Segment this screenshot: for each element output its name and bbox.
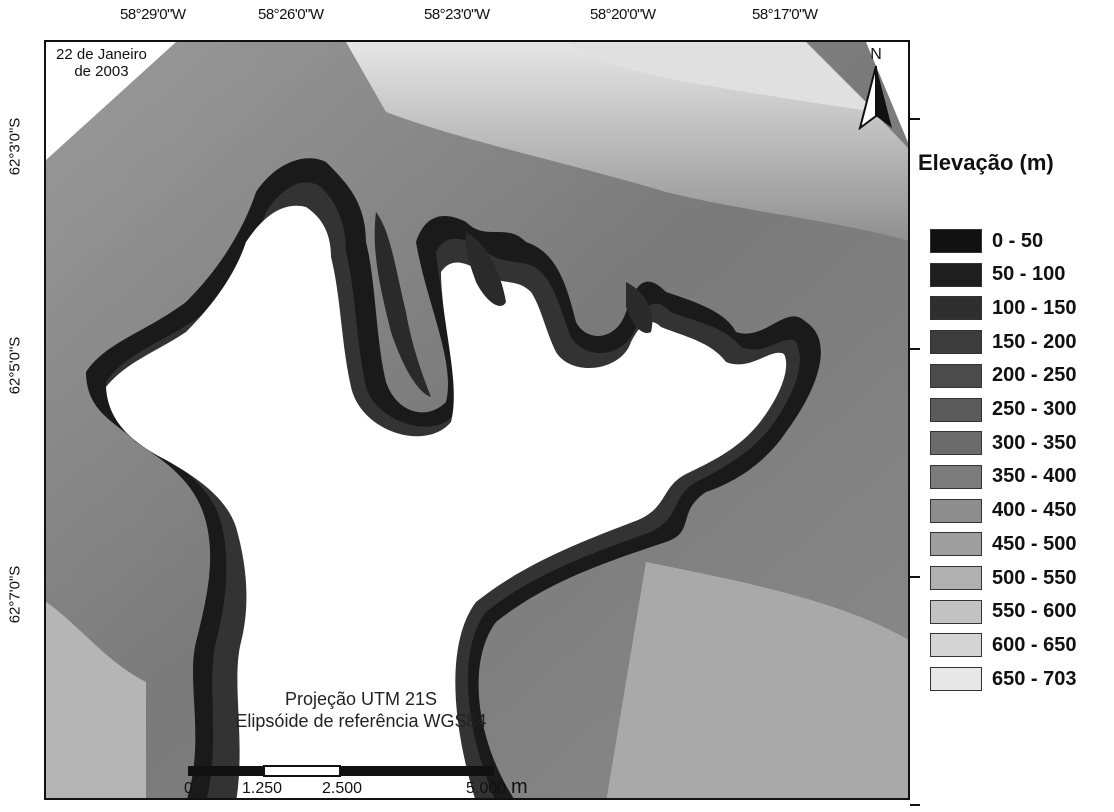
legend-swatch: [930, 296, 982, 321]
date-line-2: de 2003: [74, 63, 129, 80]
legend-swatch: [930, 262, 982, 287]
legend-label: 300 - 350: [992, 431, 1077, 454]
ridge-intrusion-2: [465, 232, 506, 306]
legend-swatch: [930, 498, 982, 523]
peak-area: [566, 42, 876, 112]
longitude-tick-4: 58°20'0"W: [590, 6, 656, 23]
longitude-tick-3: 58°23'0"W: [424, 6, 490, 23]
legend-swatch: [930, 431, 982, 456]
legend-label: 0 - 50: [992, 229, 1044, 252]
legend-item: 150 - 200: [930, 329, 1077, 355]
date-line-1: 22 de Janeiro: [56, 46, 147, 63]
legend-swatch: [930, 566, 982, 590]
legend-label: 500 - 550: [992, 566, 1077, 589]
elevation-map[interactable]: 22 de Janeiro de 2003 N Projeção UTM 21S…: [44, 40, 910, 800]
legend-swatch: [930, 667, 982, 692]
legend-item: 50 - 100: [930, 262, 1065, 288]
legend-label: 650 - 703: [992, 667, 1077, 690]
scale-label-0: 0: [184, 780, 193, 797]
legend-swatch: [930, 532, 982, 557]
legend-label: 200 - 250: [992, 364, 1077, 387]
ridge-intrusion-1: [374, 212, 431, 397]
legend-item: 250 - 300: [930, 397, 1077, 423]
legend-swatch: [930, 229, 982, 253]
legend-swatch: [930, 397, 982, 422]
longitude-tick-1: 58°29'0"W: [120, 6, 186, 23]
north-arrow: N: [856, 46, 896, 134]
projection-line-2: Elipsóide de referência WGS84: [235, 711, 487, 731]
right-tick-1: [910, 118, 920, 120]
latitude-tick-3: 62°7'0"S: [6, 565, 24, 624]
legend-item: 600 - 650: [930, 632, 1077, 658]
legend-label: 450 - 500: [992, 532, 1077, 555]
right-tick-4: [910, 804, 920, 806]
legend-item: 300 - 350: [930, 430, 1077, 456]
legend-item: 100 - 150: [930, 295, 1077, 321]
date-label: 22 de Janeiro de 2003: [56, 46, 147, 80]
legend-swatch: [930, 363, 982, 388]
scale-bar: 0 1.250 2.500 5.000 m: [184, 760, 536, 798]
longitude-tick-5: 58°17'0"W: [752, 6, 818, 23]
legend-title: Elevação (m): [918, 150, 1054, 175]
legend-item: 350 - 400: [930, 464, 1077, 490]
scale-unit: m: [511, 776, 528, 798]
legend-label: 100 - 150: [992, 296, 1077, 319]
legend-swatch: [930, 633, 982, 658]
legend-label: 600 - 650: [992, 633, 1077, 656]
legend-label: 150 - 200: [992, 330, 1077, 353]
scale-bar-graphic: [188, 765, 494, 777]
north-arrow-icon: [858, 65, 892, 131]
scale-label-5000: 5.000: [466, 780, 507, 797]
right-tick-2: [910, 348, 920, 350]
legend-swatch: [930, 464, 982, 489]
elevation-raster: [46, 42, 908, 798]
legend-label: 350 - 400: [992, 465, 1077, 488]
legend-label: 250 - 300: [992, 398, 1077, 420]
scale-label-2500: 2.500: [322, 780, 363, 797]
projection-info: Projeção UTM 21S Elipsóide de referência…: [196, 688, 526, 732]
projection-line-1: Projeção UTM 21S: [284, 689, 438, 709]
legend-item: 400 - 450: [930, 498, 1077, 524]
legend-item: 450 - 500: [930, 531, 1077, 557]
lower-left-ridge: [46, 602, 146, 798]
legend-label: 50 - 100: [992, 263, 1066, 286]
legend-swatch: [930, 330, 982, 355]
lower-right-ridge: [606, 562, 908, 798]
scale-label-1250: 1.250: [242, 780, 283, 797]
ridge-intrusion-3: [626, 282, 653, 333]
legend-label: 400 - 450: [992, 499, 1077, 522]
latitude-tick-2: 62°5'0"S: [6, 336, 24, 395]
legend-item: 650 - 703: [930, 666, 1077, 692]
legend-item: 0 - 50: [930, 228, 1043, 254]
longitude-tick-2: 58°26'0"W: [258, 6, 324, 23]
legend-item: 500 - 550: [930, 565, 1077, 591]
legend-item: 550 - 600: [930, 599, 1077, 625]
legend-swatch: [930, 599, 982, 624]
legend-item: 200 - 250: [930, 363, 1077, 389]
legend-label: 550 - 600: [992, 600, 1077, 623]
latitude-tick-1: 62°3'0"S: [6, 117, 24, 176]
glacier-white-area: [106, 205, 787, 798]
right-tick-3: [910, 576, 920, 578]
north-label: N: [870, 46, 882, 63]
